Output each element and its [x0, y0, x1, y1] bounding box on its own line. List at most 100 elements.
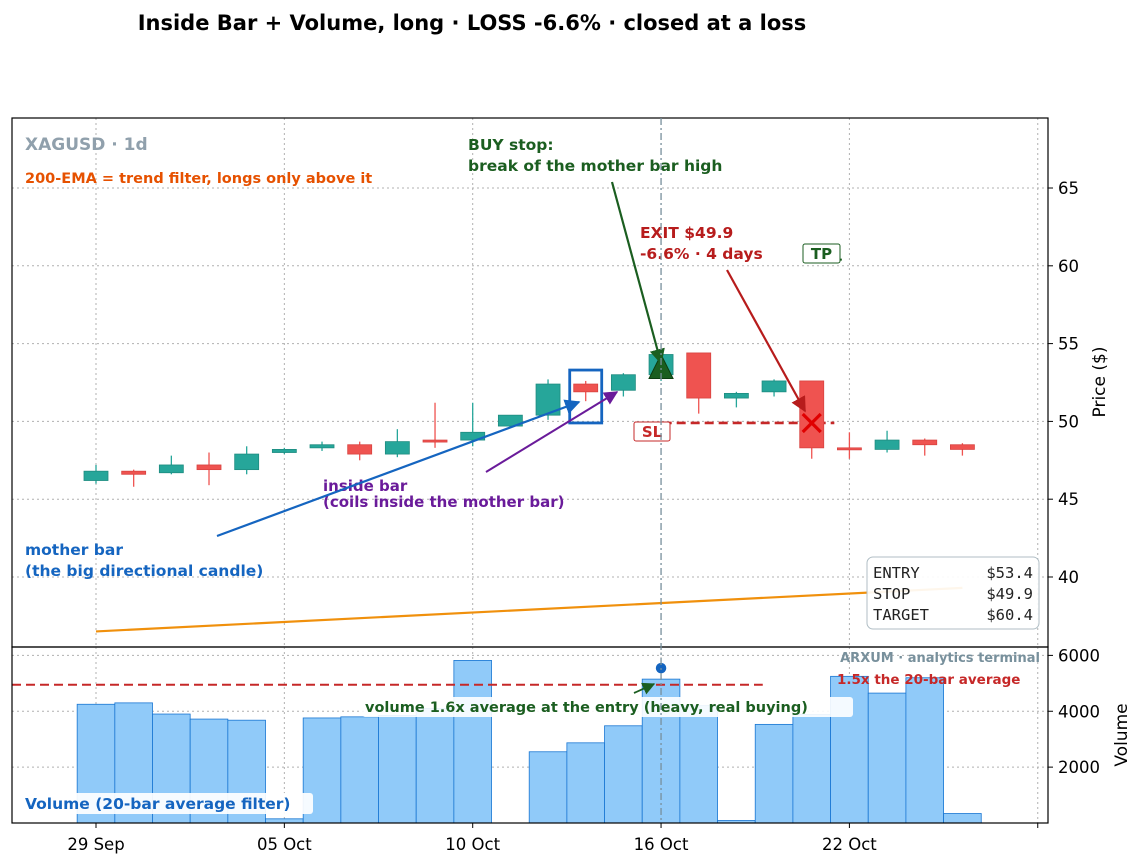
watermark: ARXUM · analytics terminal — [840, 651, 1040, 666]
volume-panel: volume 1.6x average at the entry (heavy,… — [11, 646, 1132, 854]
trade-box-frame — [866, 556, 1040, 630]
exit-arrow — [726, 269, 806, 413]
candle-17 — [723, 391, 749, 408]
volume-note: volume 1.6x average at the entry (heavy,… — [362, 697, 853, 717]
mother-bar-label-1: mother bar — [25, 541, 123, 559]
x-tick-label-0: 29 Sep — [67, 835, 124, 854]
volume-tick-label-2: 6000 — [1058, 646, 1100, 665]
sl-label: SL — [633, 421, 671, 442]
candle-body-14 — [610, 374, 636, 391]
candle-body-5 — [271, 449, 297, 453]
candle-18 — [761, 379, 787, 397]
volume-axis-label: Volume — [1112, 703, 1132, 766]
candle-14 — [610, 373, 636, 397]
candle-6 — [309, 441, 335, 451]
x-tick-label-1: 05 Oct — [257, 835, 312, 854]
volume-tick-label-1: 4000 — [1058, 702, 1100, 721]
candle-5 — [271, 447, 297, 455]
candle-body-20 — [837, 447, 862, 451]
buy-stop-label-1: BUY stop: — [468, 136, 554, 154]
volume-bar-14 — [604, 725, 643, 824]
candle-10 — [460, 402, 486, 447]
x-tick-label-2: 10 Oct — [445, 835, 500, 854]
tp-label: TP — [802, 243, 841, 264]
volume-bar-5 — [265, 818, 304, 824]
volume-tick-label-0: 2000 — [1058, 758, 1100, 777]
exit-marker — [801, 412, 822, 434]
price-tick-label-0: 40 — [1058, 568, 1079, 587]
candle-body-2 — [158, 464, 184, 474]
candle-body-3 — [196, 464, 222, 471]
volume-frame — [11, 646, 1049, 824]
candle-23 — [950, 443, 975, 456]
candle-body-22 — [912, 439, 938, 446]
price-tick-label-5: 65 — [1058, 179, 1079, 198]
trade-box-value-0: $53.4 — [986, 564, 1033, 582]
candle-20 — [837, 432, 862, 459]
inside-bar-label-1: inside bar — [323, 477, 408, 495]
candle-2 — [158, 455, 184, 475]
candle-21 — [874, 430, 900, 453]
threshold-note: 1.5x the 20-bar average — [837, 672, 1020, 688]
candle-16 — [686, 352, 712, 414]
candle-7 — [347, 441, 373, 461]
volume-bar-8 — [378, 715, 417, 824]
candle-11 — [497, 414, 523, 428]
candle-body-23 — [950, 444, 975, 450]
candle-body-7 — [347, 444, 373, 455]
volume-bar-21 — [867, 692, 907, 824]
exit-label-2: -6.6% · 4 days — [640, 245, 763, 263]
volume-bar-12 — [528, 751, 568, 824]
price-tick-label-4: 60 — [1058, 257, 1079, 276]
trade-box-label-0: ENTRY — [873, 564, 920, 582]
candle-8 — [384, 429, 410, 458]
volume-note-arrow — [633, 682, 656, 695]
volume-bar-9 — [415, 708, 455, 824]
price-axis-label: Price ($) — [1090, 347, 1110, 418]
candle-body-0 — [83, 470, 109, 481]
mother-bar-label-2: (the big directional candle) — [25, 562, 263, 580]
trade-box-value-2: $60.4 — [986, 606, 1033, 624]
price-tick-label-2: 50 — [1058, 412, 1079, 431]
candle-9 — [422, 402, 448, 448]
candle-body-1 — [121, 470, 147, 475]
volume-filter-text: Volume (20-bar average filter) — [25, 795, 291, 813]
volume-bar-7 — [340, 716, 379, 824]
inside-bar-box — [568, 368, 604, 425]
price-tick-label-3: 55 — [1058, 335, 1079, 354]
candle-13 — [573, 380, 599, 402]
volume-bar-13 — [566, 742, 605, 824]
candle-0 — [83, 464, 109, 484]
tp-label-box — [802, 243, 841, 264]
candle-body-6 — [309, 444, 335, 449]
trade-box: ENTRY $53.4 STOP $49.9 TARGET $60.4 — [866, 556, 1040, 630]
ema-line — [95, 586, 963, 633]
candle-body-13 — [573, 383, 599, 393]
price-tick-label-1: 45 — [1058, 490, 1079, 509]
ema-note: 200-EMA = trend filter, longs only above… — [25, 171, 372, 187]
candle-body-16 — [686, 352, 712, 399]
candle-body-11 — [497, 414, 523, 427]
buy-stop-arrow — [610, 181, 665, 365]
volume-bar-22 — [905, 677, 944, 824]
volume-bar-19 — [792, 714, 831, 824]
volume-filter-bg — [21, 793, 313, 814]
candle-3 — [196, 452, 222, 486]
volume-bar-23 — [943, 813, 982, 824]
candle-body-12 — [535, 383, 561, 416]
candle-body-18 — [761, 380, 787, 393]
inside-bar-label-2: (coils inside the mother bar) — [323, 493, 564, 511]
inside-bar-arrow — [485, 391, 619, 473]
candle-body-4 — [234, 453, 260, 471]
sl-label-text: SL — [642, 423, 663, 441]
candle-12 — [535, 379, 561, 420]
exit-label-1: EXIT $49.9 — [640, 224, 733, 242]
volume-filter-label: Volume (20-bar average filter) — [21, 793, 313, 814]
candle-4 — [234, 446, 260, 475]
trade-box-value-1: $49.9 — [986, 585, 1033, 603]
symbol-label: XAGUSD · 1d — [25, 135, 148, 155]
tp-label-text: TP — [811, 245, 832, 263]
candle-22 — [912, 438, 938, 456]
trade-box-label-2: TARGET — [873, 606, 929, 624]
